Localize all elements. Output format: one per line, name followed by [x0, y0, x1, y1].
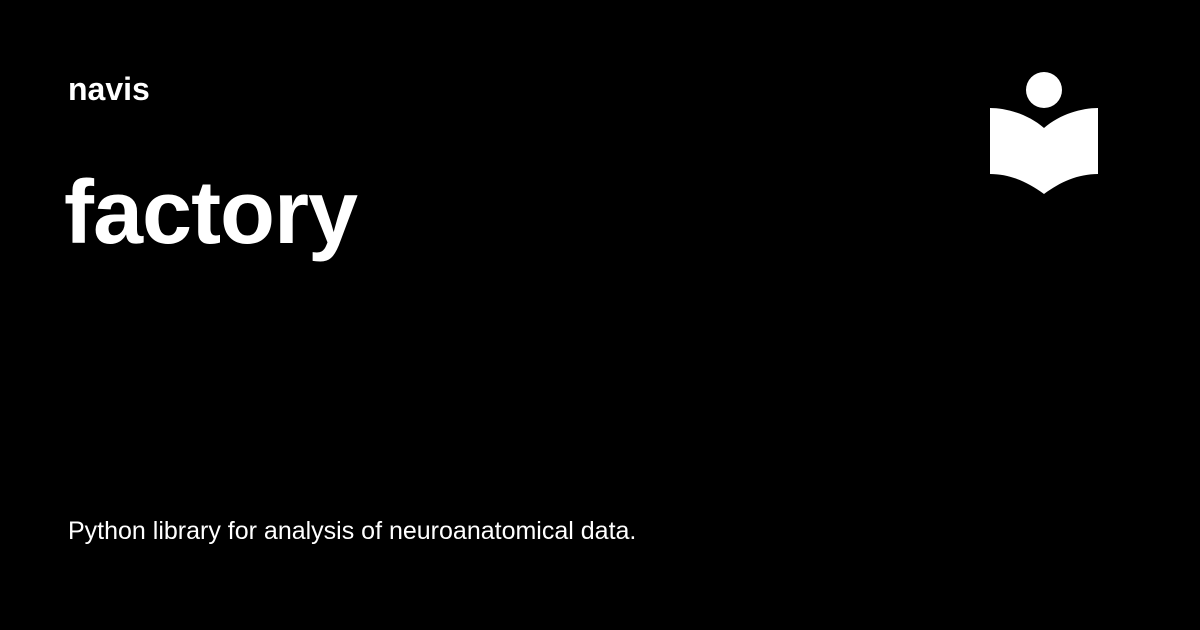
site-name: navis [68, 71, 150, 107]
page-title: factory [64, 163, 358, 263]
page-description: Python library for analysis of neuroanat… [68, 517, 637, 545]
reader-book-icon [988, 70, 1100, 198]
